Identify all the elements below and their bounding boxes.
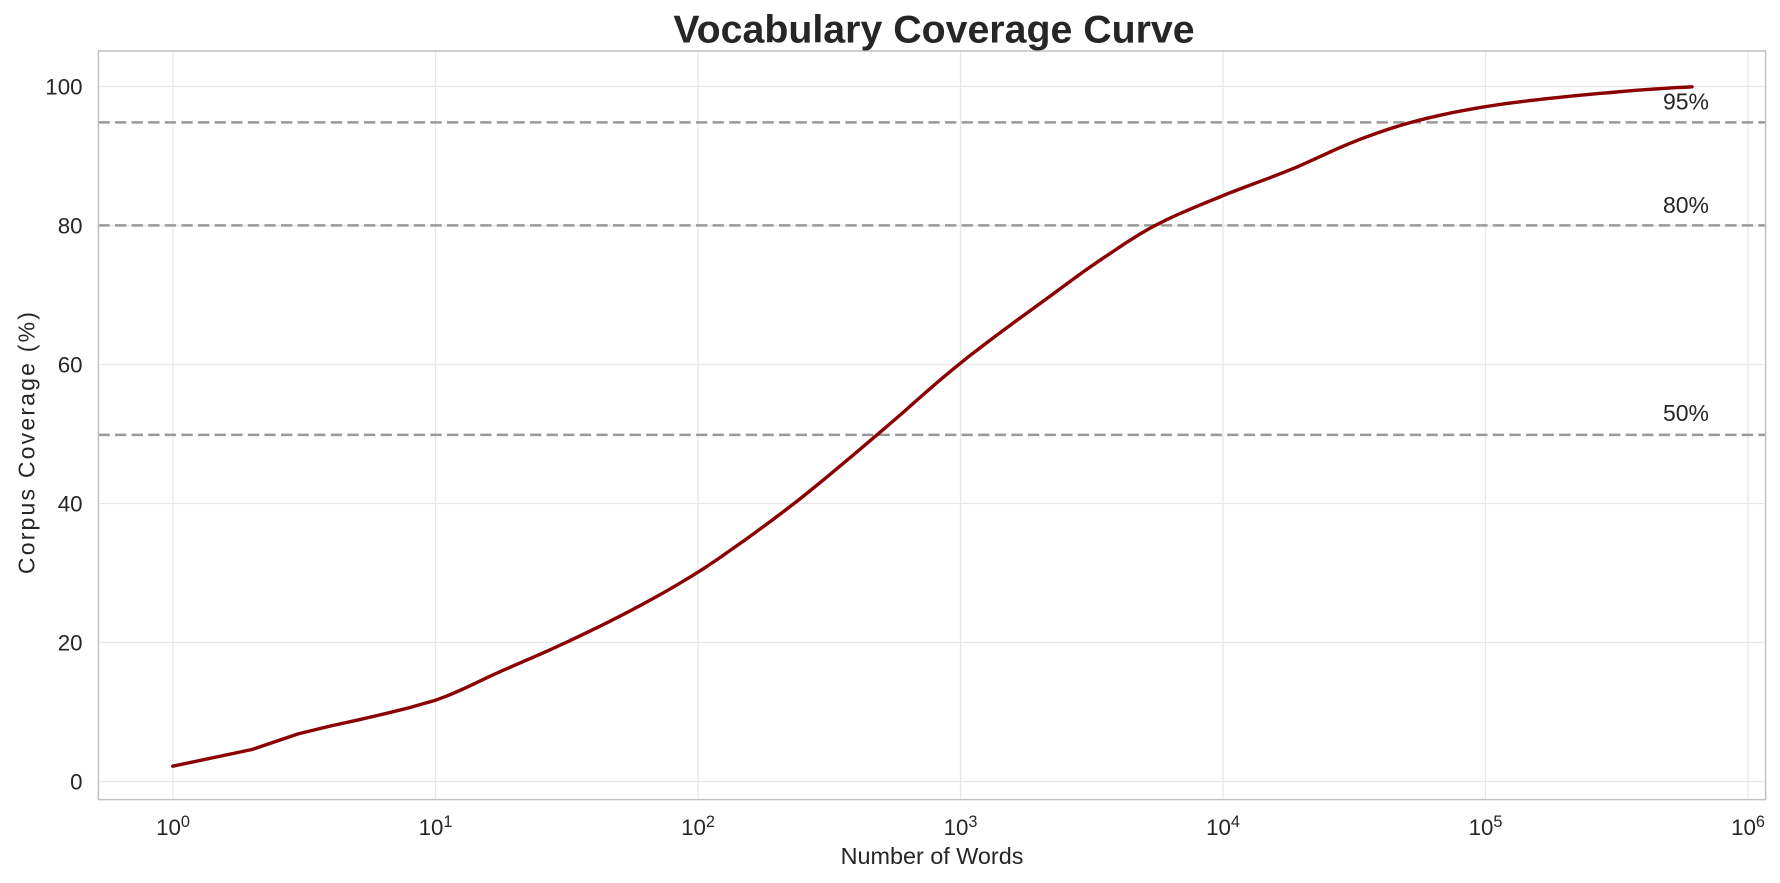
svg-text:20: 20 bbox=[58, 630, 83, 655]
svg-text:80%: 80% bbox=[1663, 192, 1709, 218]
svg-text:80: 80 bbox=[58, 213, 83, 238]
svg-text:Vocabulary Coverage Curve: Vocabulary Coverage Curve bbox=[673, 8, 1194, 52]
svg-text:40: 40 bbox=[58, 491, 83, 516]
svg-text:50%: 50% bbox=[1663, 400, 1709, 426]
svg-text:Number of Words: Number of Words bbox=[841, 843, 1024, 869]
svg-text:Corpus Coverage (%): Corpus Coverage (%) bbox=[14, 310, 40, 574]
svg-text:100: 100 bbox=[45, 74, 82, 99]
svg-text:60: 60 bbox=[58, 352, 83, 377]
svg-text:0: 0 bbox=[70, 769, 82, 794]
svg-text:95%: 95% bbox=[1663, 89, 1709, 115]
